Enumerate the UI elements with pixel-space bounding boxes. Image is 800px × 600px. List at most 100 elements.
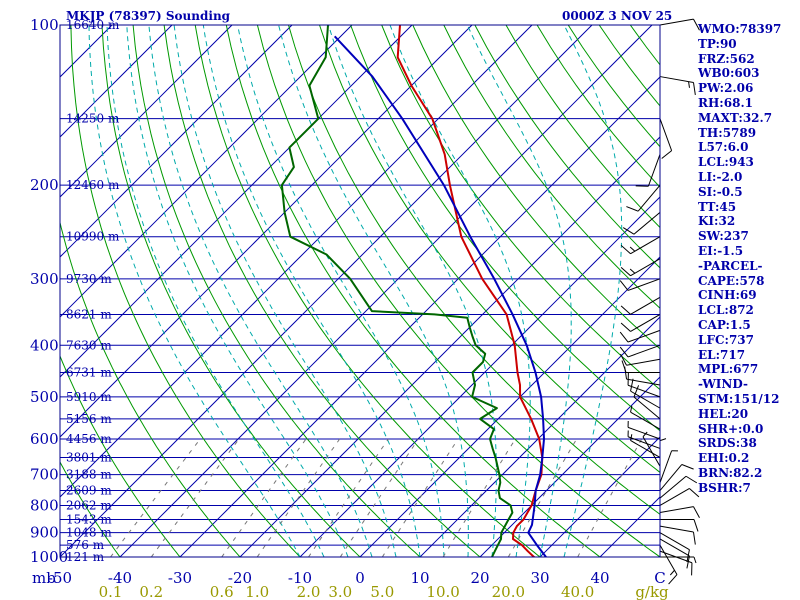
wind-barb-staff [630,411,661,430]
wind-barb [659,525,696,545]
wind-barb-flag [620,305,631,315]
mixing-ratio-tick-label: 10.0 [426,583,459,600]
wind-barb-staff [626,378,661,386]
height-label: 1048 m [66,526,112,540]
dry-adiabat-line [60,354,181,557]
wind-barb [620,258,661,277]
parcel-trace [333,35,547,557]
moist-adiabat-line [237,25,445,557]
wind-barb-flag [693,519,699,532]
wind-barb-staff [627,426,661,440]
pressure-tick-label: 900 [30,524,59,542]
wind-barb [622,211,661,235]
wind-barb-flag [693,18,700,31]
wind-barb-flag [681,464,694,470]
wind-barb-flag [626,206,639,212]
wind-barb-half-flag [629,246,636,252]
height-label: 8621 m [66,307,112,321]
valid-time: 0000Z 3 NOV 25 [562,9,672,23]
height-label: 3801 m [66,450,112,464]
isotherm-line [60,25,473,438]
height-label: 5910 m [66,390,112,404]
moist-adiabat-line [466,25,572,557]
height-label: 5156 m [66,412,112,426]
isotherm-line [60,25,413,378]
wind-barb-flag [620,322,631,332]
wind-barb-flag [619,280,629,291]
temperature-tick-label: -20 [228,569,252,587]
dry-adiabat-line [70,25,301,557]
index-item: EHI:0.2 [698,451,750,466]
wind-barb-flag [619,346,629,358]
index-item: SW:237 [698,229,749,244]
index-item: -WIND- [698,377,748,392]
temperature-tick-label: 30 [530,569,549,587]
pressure-tick-label: 500 [30,388,59,406]
index-item: TP:90 [698,36,737,51]
isotherm-line [299,196,660,557]
wind-barb [659,544,678,585]
pressure-tick-label: 1000 [30,548,68,566]
wind-barb [642,431,661,467]
height-label: 2062 m [66,498,112,512]
wind-barb [659,450,678,483]
wind-barb [659,118,673,159]
isotherm-line [60,25,293,258]
wind-barb-flag [689,488,700,498]
wind-barb-staff [659,532,690,551]
wind-barb-staff [659,538,690,557]
index-item: SRDS:38 [698,436,757,451]
wind-barb [659,464,694,491]
index-item: MAXT:32.7 [698,110,773,125]
isotherm-line [239,136,660,557]
dry-adiabat-line [319,25,660,474]
moist-adiabat-line [278,25,469,557]
wind-barb-staff [627,436,661,449]
wind-barb [659,538,690,569]
temperature-tick-label: -10 [288,569,312,587]
wind-barb [660,518,699,532]
dry-adiabat-line [412,25,660,350]
height-label: 9730 m [66,272,112,286]
temperature-tick-label: 0 [355,569,365,587]
wind-barb-flag [619,331,629,343]
mixing-ratio-tick-label: 1.0 [245,583,269,600]
wind-barb [620,353,661,366]
mixing-ratio-line [150,438,240,557]
wind-barb [620,314,661,332]
dry-adiabat-line [474,25,660,269]
wind-barb-staff [642,436,661,467]
mixing-ratio-tick-label: 40.0 [561,583,594,600]
height-label: 6731 m [66,366,112,380]
temperature-tick-label: -50 [48,569,72,587]
wind-barb-flag [686,555,690,569]
height-label: 3188 m [66,468,112,482]
pressure-tick-label: 200 [30,176,59,194]
index-item: -PARCEL- [698,258,763,273]
index-item: WB0:603 [698,66,760,81]
wind-barb-flag [661,150,672,159]
dry-adiabat-line [288,25,660,515]
wind-barb [635,154,661,187]
dry-adiabat-line [443,25,660,309]
index-item: MPL:677 [698,362,759,377]
wind-barb [633,385,661,420]
temperature-tick-label: 40 [590,569,609,587]
wind-barb [619,329,661,343]
height-label: 12460 m [66,178,120,192]
isotherm-line [60,25,593,557]
index-item: EI:-1.5 [698,243,744,258]
dry-adiabat-line [350,25,660,432]
wind-barb-flag [620,244,631,255]
mixing-ratio-line [308,438,389,557]
wind-barb-half-flag [629,268,636,274]
mixing-ratio-line [381,438,459,557]
mixing-ratio-tick-label: 5.0 [370,583,394,600]
wind-barb-staff [659,550,693,564]
wind-barb-staff [659,464,683,491]
isotherm-line [479,376,660,557]
index-item: STM:151/12 [698,391,780,406]
mixing-ratio-line [339,438,419,557]
wind-barb-flag [693,506,700,519]
